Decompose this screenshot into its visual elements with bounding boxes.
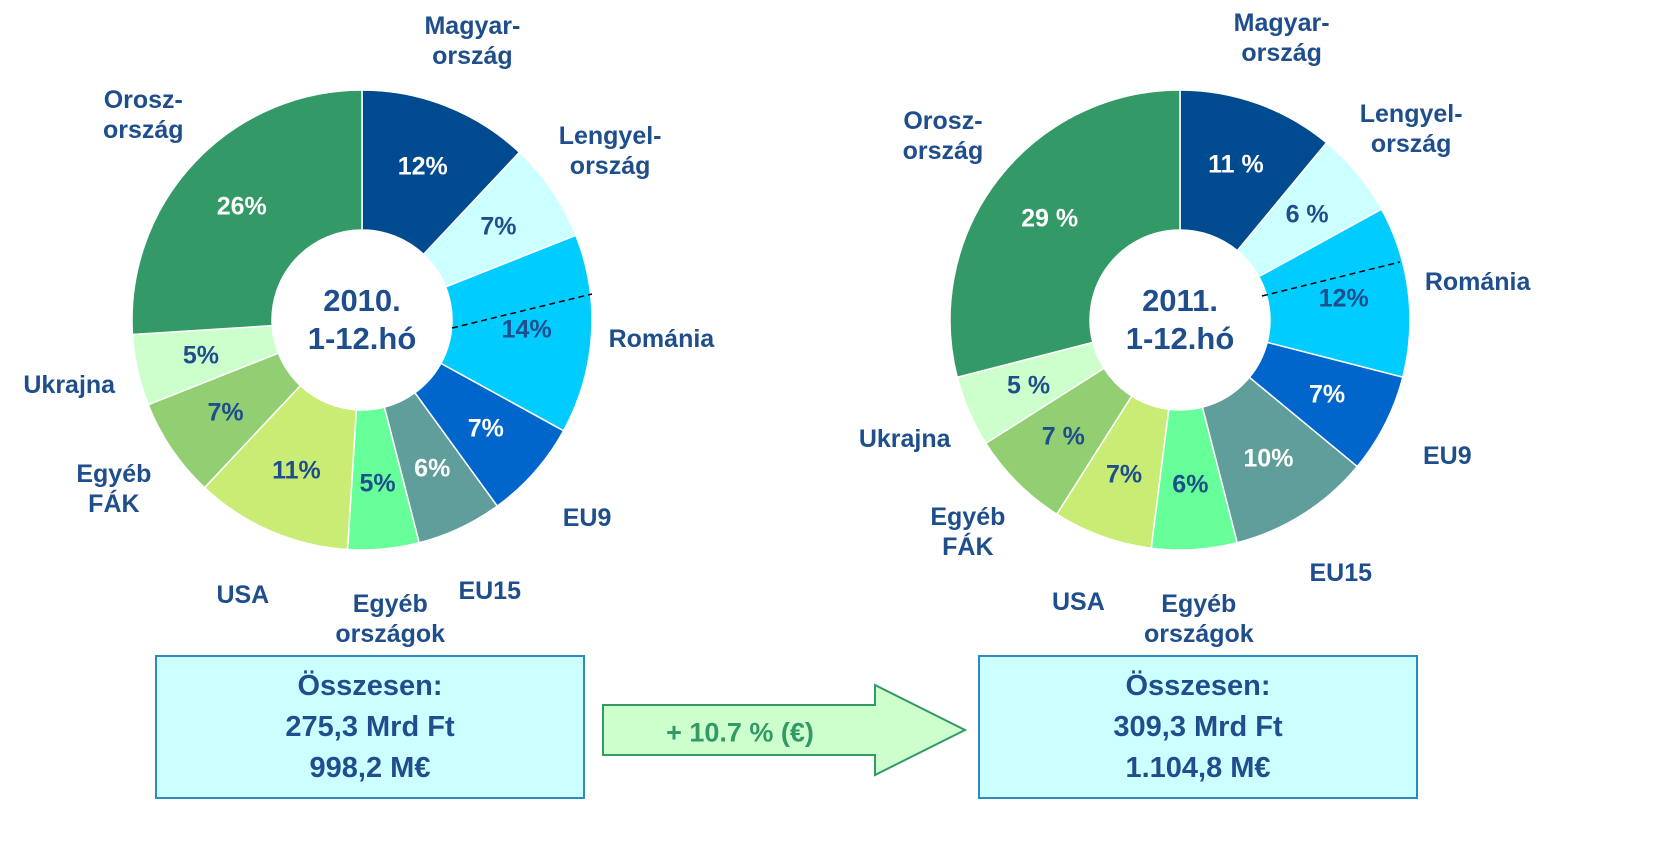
value-label: 6% (414, 454, 451, 483)
change-arrow (602, 683, 968, 777)
value-label: 12% (397, 152, 448, 181)
category-label: Magyar- ország (1233, 8, 1330, 67)
category-label: Orosz- ország (902, 107, 984, 166)
donut-segment (1179, 89, 1328, 252)
value-label: 6% (1172, 470, 1209, 499)
change-label: + 10.7 % (€) (666, 717, 814, 748)
value-label: 11% (272, 456, 321, 485)
value-label: 14% (501, 315, 552, 344)
value-label: 7 % (1041, 422, 1085, 451)
category-label: Lengyel- ország (1359, 99, 1463, 158)
category-label: Románia (1424, 268, 1531, 297)
donut-segment (203, 384, 358, 551)
category-label: Egyéb országok (1143, 590, 1254, 649)
divider (1261, 261, 1401, 297)
total-box: Összesen: 309,3 Mrd Ft 1.104,8 M€ (978, 655, 1418, 799)
value-label: 6 % (1285, 200, 1329, 229)
category-label: Orosz- ország (103, 85, 184, 144)
total-line: Összesen: (297, 669, 443, 702)
value-label: 26% (216, 192, 267, 221)
total-line: 309,3 Mrd Ft (1113, 710, 1283, 743)
value-label: 12% (1318, 284, 1369, 313)
value-label: 7% (467, 414, 504, 443)
category-label: Egyéb FÁK (930, 503, 1006, 562)
value-label: 5% (182, 341, 220, 370)
category-label: EU15 (1309, 559, 1373, 588)
category-label: Ukrajna (858, 425, 951, 454)
category-label: USA (1051, 588, 1105, 617)
center-label: 2010. 1-12.hó (307, 283, 417, 356)
total-box: Összesen: 275,3 Mrd Ft 998,2 M€ (155, 655, 585, 799)
value-label: 7% (1308, 380, 1346, 409)
category-label: Ukrajna (23, 371, 116, 400)
category-label: Lengyel- ország (558, 122, 662, 181)
category-label: EU9 (562, 504, 612, 533)
donut-segment (949, 89, 1181, 379)
donut-segment (361, 89, 521, 256)
total-line: 275,3 Mrd Ft (285, 710, 455, 743)
total-line: 998,2 M€ (309, 751, 431, 784)
divider (451, 293, 593, 329)
center-label: 2011. 1-12.hó (1125, 283, 1235, 356)
value-label: 5% (359, 469, 396, 498)
value-label: 7% (207, 398, 244, 427)
donut-segment (439, 234, 593, 432)
category-label: Magyar- ország (424, 12, 521, 71)
donut-segment (1257, 208, 1411, 379)
category-label: Egyéb országok (335, 589, 446, 648)
category-label: Románia (608, 324, 715, 353)
donut-segment (131, 89, 363, 336)
value-label: 29 % (1021, 204, 1079, 233)
value-label: 10% (1243, 444, 1294, 473)
category-label: Egyéb FÁK (76, 459, 152, 518)
category-label: USA (216, 581, 270, 610)
value-label: 7% (480, 212, 517, 241)
value-label: 7% (1106, 460, 1143, 489)
category-label: EU15 (458, 577, 521, 606)
total-line: Összesen: (1125, 669, 1271, 702)
total-line: 1.104,8 M€ (1125, 751, 1271, 784)
value-label: 5 % (1007, 371, 1051, 400)
category-label: EU9 (1422, 442, 1472, 471)
value-label: 11 % (1208, 150, 1264, 179)
